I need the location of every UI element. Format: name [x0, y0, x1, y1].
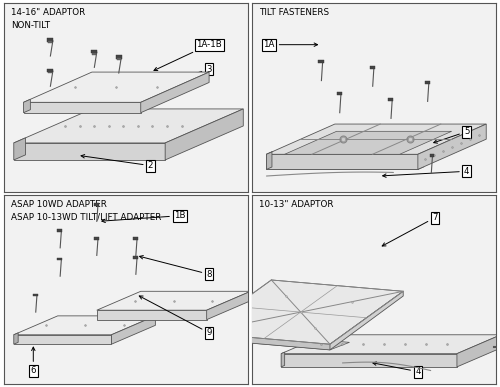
Bar — [48, 68, 54, 72]
Polygon shape — [14, 335, 112, 344]
Polygon shape — [281, 352, 284, 367]
Text: 6: 6 — [30, 347, 36, 375]
Polygon shape — [112, 316, 156, 344]
Bar — [58, 258, 62, 260]
Text: 1B: 1B — [102, 211, 186, 223]
Polygon shape — [165, 109, 244, 160]
Polygon shape — [330, 291, 403, 350]
Polygon shape — [14, 138, 26, 160]
Polygon shape — [24, 102, 140, 113]
Polygon shape — [97, 291, 250, 310]
Bar — [48, 72, 52, 74]
Polygon shape — [140, 72, 209, 113]
Bar — [92, 50, 98, 53]
Text: TILT FASTENERS: TILT FASTENERS — [259, 8, 330, 17]
Bar — [133, 237, 138, 240]
Bar — [388, 98, 394, 101]
Text: 8: 8 — [140, 255, 212, 279]
Polygon shape — [266, 124, 486, 154]
Polygon shape — [266, 154, 418, 170]
Polygon shape — [97, 310, 206, 320]
Bar — [94, 203, 99, 205]
Bar — [370, 66, 375, 69]
Bar — [58, 229, 62, 232]
Bar — [33, 294, 38, 296]
Polygon shape — [14, 316, 156, 335]
Polygon shape — [198, 333, 330, 350]
Text: 4: 4 — [382, 167, 470, 177]
Polygon shape — [24, 72, 209, 102]
Polygon shape — [266, 152, 272, 170]
Bar — [430, 154, 434, 157]
Text: 9: 9 — [140, 296, 212, 337]
Bar — [133, 256, 138, 259]
Polygon shape — [284, 131, 452, 154]
Text: 10-13" ADAPTOR: 10-13" ADAPTOR — [259, 200, 334, 209]
Text: NON-TILT: NON-TILT — [12, 21, 51, 30]
Polygon shape — [266, 167, 424, 170]
Text: 3: 3 — [154, 65, 212, 87]
Polygon shape — [14, 143, 165, 160]
Text: 1A: 1A — [263, 40, 318, 49]
Polygon shape — [24, 99, 30, 113]
Text: 7: 7 — [382, 213, 438, 246]
Text: 4: 4 — [373, 362, 420, 376]
Polygon shape — [457, 335, 500, 367]
Bar — [117, 58, 120, 60]
Text: 2: 2 — [81, 154, 154, 170]
Text: 14-16" ADAPTOR: 14-16" ADAPTOR — [12, 8, 86, 17]
Text: 1A-1B: 1A-1B — [154, 40, 222, 70]
Polygon shape — [266, 152, 424, 154]
Polygon shape — [14, 333, 18, 344]
Bar — [94, 237, 99, 240]
Text: ASAP 10WD ADAPTER: ASAP 10WD ADAPTER — [12, 200, 107, 209]
Bar — [92, 53, 96, 55]
Text: 5: 5 — [434, 127, 470, 143]
Text: ASAP 10-13WD TILT/LIFT ADAPTER: ASAP 10-13WD TILT/LIFT ADAPTER — [12, 213, 162, 222]
Polygon shape — [198, 280, 403, 344]
Bar — [424, 81, 430, 84]
Bar — [318, 60, 324, 63]
Bar — [116, 55, 121, 59]
Polygon shape — [198, 331, 350, 350]
Bar — [48, 38, 54, 42]
Polygon shape — [418, 124, 486, 170]
Polygon shape — [14, 109, 243, 143]
Polygon shape — [206, 291, 250, 320]
Polygon shape — [281, 354, 457, 367]
Bar — [48, 41, 52, 43]
Polygon shape — [281, 335, 500, 354]
Bar — [337, 92, 342, 95]
